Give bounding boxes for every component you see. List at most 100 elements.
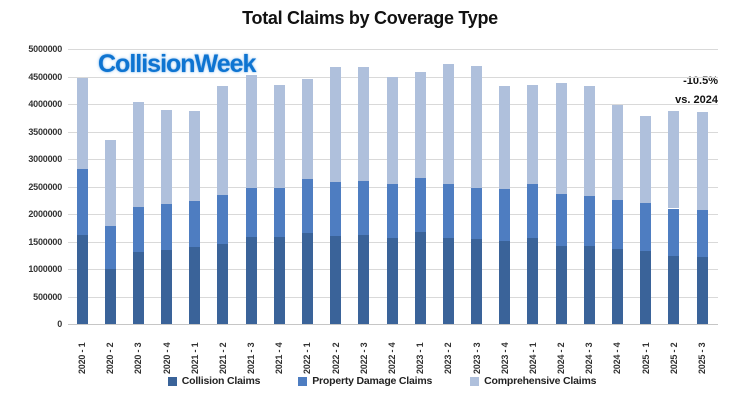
bar-segment <box>245 75 257 189</box>
legend-item-collision: Collision Claims <box>167 375 260 387</box>
y-axis-tick-label: 2000000 <box>28 209 62 219</box>
bar-segment <box>471 66 483 188</box>
x-axis-tick-label: 2020 - 1 <box>77 342 87 374</box>
bar-segment <box>76 78 88 170</box>
bar-segment <box>104 269 116 324</box>
y-axis-tick-label: 0 <box>57 319 62 329</box>
bar-segment <box>301 179 313 234</box>
x-axis-tick-label: 2021 - 1 <box>189 342 200 374</box>
bar-segment <box>330 181 342 236</box>
bar-segment <box>76 235 88 324</box>
y-axis-tick-label: 3000000 <box>28 154 62 164</box>
bar-segment <box>161 250 173 324</box>
y-axis-tick-label: 1500000 <box>28 236 62 247</box>
bar-segment <box>104 225 116 269</box>
bar-segment <box>245 188 257 237</box>
bar-segment <box>471 238 483 324</box>
bar-segment <box>499 240 511 324</box>
x-axis-tick-label: 2024 - 2 <box>556 342 567 374</box>
bar-segment <box>668 208 680 256</box>
bar-segment <box>414 72 426 178</box>
bar-segment <box>301 233 313 324</box>
y-axis-tick-label: 3500000 <box>28 126 62 137</box>
bar-segment <box>555 245 567 324</box>
bar-segment <box>76 169 88 236</box>
legend-item-comprehensive: Comprehensive Claims <box>470 375 596 387</box>
bar-segment <box>583 245 595 324</box>
x-axis-tick-label: 2025 - 2 <box>668 342 679 374</box>
bar-segment <box>527 184 539 239</box>
x-axis-tick-label: 2024 - 4 <box>612 342 623 374</box>
x-axis-tick-label: 2023 - 3 <box>471 342 482 374</box>
x-axis-tick-label: 2022 - 1 <box>302 342 313 374</box>
x-axis-tick-label: 2022 - 4 <box>387 342 397 374</box>
bar-segment <box>189 247 201 324</box>
bar-segment <box>499 86 511 190</box>
collision-swatch-icon <box>167 376 177 386</box>
bar-segment <box>189 200 201 247</box>
x-axis-tick-label: 2020 - 4 <box>161 342 172 374</box>
bar-segment <box>217 195 229 244</box>
x-axis-tick-label: 2024 - 1 <box>527 342 538 374</box>
legend-label: Comprehensive Claims <box>484 375 597 387</box>
y-axis-tick-label: 2500000 <box>28 181 62 192</box>
legend: Collision Claims Property Damage Claims … <box>0 375 740 387</box>
y-axis-tick-label: 1000000 <box>28 264 62 274</box>
x-axis-tick-label: 2020 - 2 <box>105 342 116 374</box>
bar-segment <box>527 238 539 324</box>
gridline <box>68 76 718 78</box>
bar-segment <box>358 235 370 324</box>
bar-segment <box>442 237 454 324</box>
bar-segment <box>696 257 708 324</box>
x-axis-tick-label: 2023 - 1 <box>415 342 426 374</box>
bar-segment <box>132 251 144 324</box>
x-axis-tick-label: 2023 - 2 <box>443 342 454 374</box>
bar-segment <box>640 250 652 324</box>
x-axis-tick-label: 2021 - 2 <box>217 342 228 374</box>
bar-segment <box>583 86 595 196</box>
bar-segment <box>471 187 483 239</box>
x-axis-tick-label: 2023 - 4 <box>499 342 510 374</box>
y-axis-tick-label: 500000 <box>33 291 62 302</box>
bar-segment <box>414 177 426 233</box>
x-axis-tick-label: 2024 - 3 <box>584 342 595 374</box>
annotation-percent: -10.5% <box>683 75 718 87</box>
y-axis-tick-label: 4000000 <box>28 99 62 109</box>
y-axis-tick-label: 5000000 <box>28 44 62 54</box>
bar-segment <box>161 203 173 251</box>
bar-segment <box>189 111 201 201</box>
bar-segment <box>555 83 567 195</box>
bar-segment <box>358 66 370 181</box>
x-axis-tick-label: 2022 - 3 <box>358 342 369 374</box>
bar-segment <box>442 63 454 185</box>
bar-segment <box>245 236 257 324</box>
y-axis-tick-label: 4500000 <box>28 71 62 82</box>
bar-segment <box>330 66 342 182</box>
legend-item-property-damage: Property Damage Claims <box>298 375 432 387</box>
bar-segment <box>386 184 398 238</box>
bar-segment <box>696 112 708 210</box>
legend-label: Property Damage Claims <box>312 375 433 387</box>
bar-segment <box>132 101 144 207</box>
x-axis-tick-label: 2025 - 3 <box>697 342 707 374</box>
bar-segment <box>583 195 595 246</box>
bar-segment <box>217 85 229 196</box>
bar-segment <box>668 110 680 209</box>
bar-segment <box>640 116 652 203</box>
annotation-period: vs. 2024 <box>675 93 718 106</box>
bar-segment <box>555 194 567 246</box>
chart-title: Total Claims by Coverage Type <box>242 8 498 28</box>
property-damage-swatch-icon <box>298 376 308 386</box>
bar-segment <box>640 203 652 251</box>
bar-segment <box>330 236 342 324</box>
bar-segment <box>132 206 144 252</box>
x-axis-tick-label: 2025 - 1 <box>640 342 651 374</box>
bar-segment <box>273 187 285 237</box>
x-axis-tick-label: 2022 - 2 <box>330 342 341 374</box>
bar-segment <box>358 181 370 236</box>
gridline <box>68 324 718 325</box>
bar-segment <box>668 255 680 324</box>
bar-segment <box>386 237 398 324</box>
